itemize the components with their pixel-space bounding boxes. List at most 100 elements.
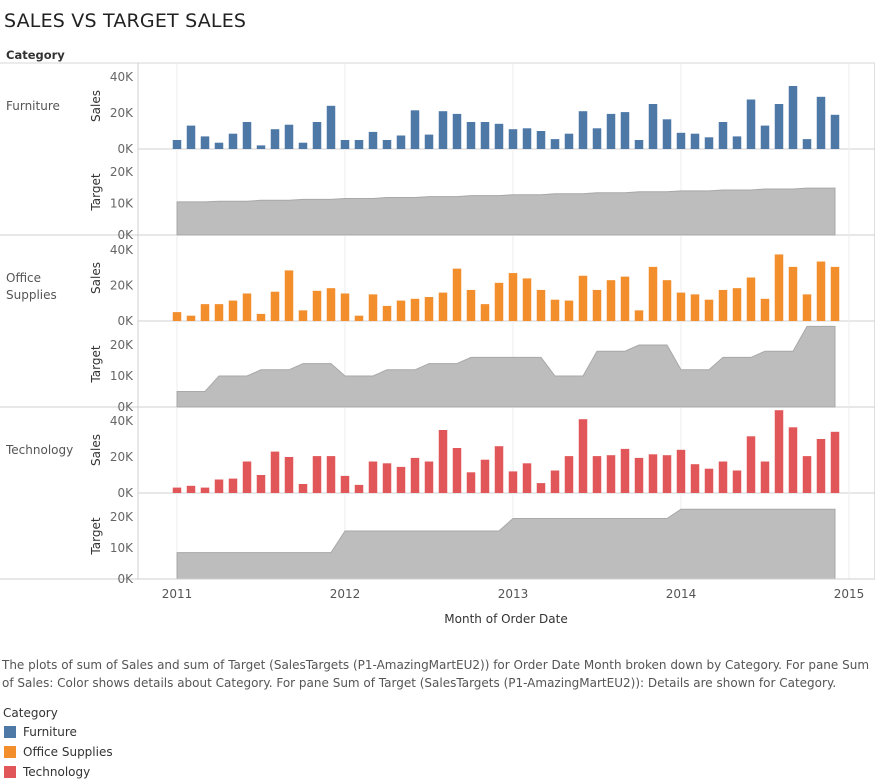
x-tick-2015: 2015 bbox=[834, 587, 865, 601]
bar-office-supplies-34 bbox=[648, 266, 658, 321]
tick-target-technology-0: 0K bbox=[117, 572, 134, 586]
bar-furniture-45 bbox=[802, 139, 812, 149]
bar-technology-17 bbox=[410, 457, 420, 493]
tick-target-office-supplies-0: 0K bbox=[117, 400, 134, 414]
bar-office-supplies-24 bbox=[508, 273, 518, 321]
bar-furniture-23 bbox=[494, 123, 504, 149]
bar-furniture-6 bbox=[256, 145, 266, 149]
bar-furniture-3 bbox=[214, 142, 224, 149]
bar-office-supplies-20 bbox=[452, 268, 462, 321]
bar-furniture-32 bbox=[620, 112, 630, 149]
bar-technology-40 bbox=[732, 470, 742, 493]
bar-office-supplies-10 bbox=[312, 290, 322, 321]
x-tick-2012: 2012 bbox=[330, 587, 361, 601]
bar-office-supplies-1 bbox=[186, 315, 196, 321]
bar-office-supplies-39 bbox=[718, 289, 728, 321]
bar-furniture-27 bbox=[550, 139, 560, 149]
tick-target-furniture-2: 20K bbox=[110, 165, 134, 179]
bar-office-supplies-7 bbox=[270, 291, 280, 321]
bar-technology-16 bbox=[396, 466, 406, 493]
bar-technology-29 bbox=[578, 419, 588, 493]
legend-item-furniture[interactable]: Furniture bbox=[4, 725, 77, 739]
bar-technology-24 bbox=[508, 471, 518, 493]
bar-office-supplies-30 bbox=[592, 289, 602, 321]
bar-office-supplies-19 bbox=[438, 292, 448, 321]
bar-technology-19 bbox=[438, 430, 448, 493]
bar-office-supplies-41 bbox=[746, 277, 756, 321]
bar-office-supplies-26 bbox=[536, 289, 546, 321]
bar-technology-27 bbox=[550, 470, 560, 493]
legend-swatch-office-supplies bbox=[4, 746, 16, 758]
bar-furniture-15 bbox=[382, 140, 392, 149]
tick-sales-technology-1: 20K bbox=[110, 450, 134, 464]
bar-technology-2 bbox=[200, 487, 210, 493]
tick-target-office-supplies-2: 20K bbox=[110, 338, 134, 352]
axis-label-target-technology: Target bbox=[89, 517, 103, 555]
bar-office-supplies-47 bbox=[830, 266, 840, 321]
axis-label-sales-technology: Sales bbox=[89, 434, 103, 466]
bar-office-supplies-14 bbox=[368, 294, 378, 321]
tick-target-office-supplies-1: 10K bbox=[110, 369, 134, 383]
bar-technology-33 bbox=[634, 457, 644, 493]
bar-office-supplies-46 bbox=[816, 261, 826, 321]
tick-target-furniture-0: 0K bbox=[117, 228, 134, 242]
bar-furniture-41 bbox=[746, 99, 756, 149]
x-tick-2011: 2011 bbox=[162, 587, 193, 601]
bar-technology-5 bbox=[242, 461, 252, 493]
bar-technology-34 bbox=[648, 454, 658, 493]
bar-furniture-46 bbox=[816, 96, 826, 149]
legend-item-technology[interactable]: Technology bbox=[4, 765, 90, 779]
bar-furniture-36 bbox=[676, 132, 686, 149]
category-label-office-supplies: Office bbox=[6, 271, 41, 285]
bar-office-supplies-28 bbox=[564, 300, 574, 321]
legend-label-furniture: Furniture bbox=[23, 725, 77, 739]
bar-furniture-26 bbox=[536, 131, 546, 149]
bar-office-supplies-40 bbox=[732, 288, 742, 321]
sales-vs-target-chart: Category Furniture Sales 0K 20K 40K Target 0K 10… bbox=[0, 48, 875, 626]
bar-furniture-20 bbox=[452, 113, 462, 149]
bar-furniture-37 bbox=[690, 133, 700, 149]
bar-furniture-30 bbox=[592, 128, 602, 149]
bar-furniture-47 bbox=[830, 114, 840, 149]
tick-sales-office-supplies-0: 0K bbox=[117, 314, 134, 328]
bar-office-supplies-18 bbox=[424, 297, 434, 321]
tick-sales-furniture-2: 40K bbox=[110, 70, 134, 84]
bar-furniture-22 bbox=[480, 122, 490, 149]
bar-furniture-18 bbox=[424, 134, 434, 149]
bar-furniture-28 bbox=[564, 133, 574, 149]
bar-office-supplies-44 bbox=[788, 266, 798, 321]
bar-office-supplies-4 bbox=[228, 300, 238, 321]
bar-furniture-43 bbox=[774, 104, 784, 149]
bar-furniture-25 bbox=[522, 128, 532, 149]
bar-furniture-35 bbox=[662, 119, 672, 149]
bar-office-supplies-0 bbox=[172, 312, 182, 321]
bar-furniture-17 bbox=[410, 110, 420, 149]
tick-sales-furniture-0: 0K bbox=[117, 142, 134, 156]
bar-office-supplies-22 bbox=[480, 304, 490, 321]
bar-technology-36 bbox=[676, 449, 686, 493]
bar-office-supplies-16 bbox=[396, 300, 406, 321]
bar-furniture-1 bbox=[186, 125, 196, 149]
bar-technology-25 bbox=[522, 463, 532, 493]
bar-technology-32 bbox=[620, 448, 630, 493]
bar-office-supplies-3 bbox=[214, 304, 224, 321]
bar-office-supplies-17 bbox=[410, 298, 420, 321]
bar-office-supplies-8 bbox=[284, 270, 294, 321]
bar-furniture-44 bbox=[788, 86, 798, 149]
category-header: Category bbox=[6, 48, 65, 62]
bar-technology-12 bbox=[340, 475, 350, 493]
bar-technology-10 bbox=[312, 456, 322, 493]
target-area-technology bbox=[176, 508, 836, 580]
bar-technology-21 bbox=[466, 472, 476, 493]
bar-office-supplies-36 bbox=[676, 292, 686, 321]
bar-office-supplies-13 bbox=[354, 315, 364, 321]
bar-furniture-7 bbox=[270, 129, 280, 149]
bar-furniture-24 bbox=[508, 129, 518, 149]
legend-item-office-supplies[interactable]: Office Supplies bbox=[4, 745, 113, 759]
bar-furniture-16 bbox=[396, 135, 406, 149]
legend-swatch-technology bbox=[4, 766, 16, 778]
bar-office-supplies-5 bbox=[242, 293, 252, 321]
bar-office-supplies-33 bbox=[634, 310, 644, 321]
bar-furniture-14 bbox=[368, 131, 378, 149]
bar-furniture-21 bbox=[466, 122, 476, 149]
